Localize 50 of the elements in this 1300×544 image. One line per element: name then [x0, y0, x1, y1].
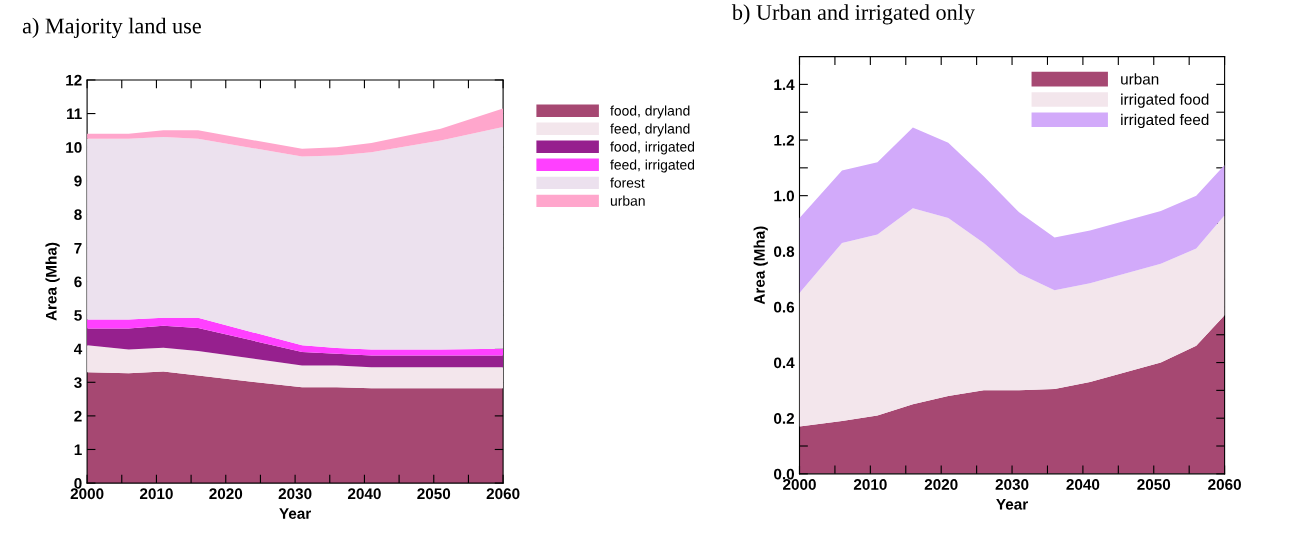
y-tick-label: 5 [74, 310, 82, 321]
chart-title: b) Urban and irrigated only [731, 4, 975, 25]
y-axis-title: Area (Mha) [45, 242, 60, 321]
legend-label: urban [610, 195, 645, 206]
y-tick-label: 11 [67, 108, 82, 120]
legend-label: food, dryland [610, 105, 690, 119]
y-tick-label: 0.6 [774, 301, 795, 313]
x-tick-label: 2050 [1137, 479, 1171, 490]
y-tick-label: 0.8 [774, 246, 795, 257]
y-tick-label: 1.2 [774, 134, 795, 146]
x-axis-title: Year [996, 499, 1028, 510]
y-tick-label: 0 [74, 477, 82, 489]
y-tick-label: 3 [74, 377, 82, 388]
x-tick-label: 2020 [924, 479, 958, 490]
x-tick-label: 2010 [853, 479, 887, 490]
y-tick-label: 0.2 [774, 413, 795, 424]
y-tick-label: 1.0 [774, 190, 795, 202]
x-tick-label: 2060 [486, 488, 520, 500]
chart-title: a) Majority land use [22, 17, 201, 39]
legend-label: urban [1121, 73, 1159, 85]
x-axis-title: Year [279, 508, 312, 519]
x-tick-label: 2000 [70, 488, 104, 500]
y-tick-label: 0.0 [774, 468, 795, 480]
y-tick-label: 7 [74, 242, 82, 254]
x-tick-label: 2000 [783, 479, 816, 490]
legend-label: irrigated feed [1121, 113, 1209, 129]
y-tick-label: 4 [73, 343, 83, 355]
x-tick-label: 2040 [347, 488, 381, 500]
y-tick-label: 12 [66, 74, 82, 86]
legend-label: food, irrigated [610, 141, 695, 155]
x-tick-label: 2040 [1066, 479, 1100, 490]
y-tick-label: 10 [66, 142, 82, 153]
y-tick-label: 9 [74, 175, 82, 187]
legend-label: irrigated food [1121, 93, 1209, 108]
x-tick-label: 2010 [139, 488, 173, 500]
legend-label: feed, irrigated [610, 159, 695, 173]
y-tick-label: 1.4 [774, 79, 795, 90]
y-axis-title: Area (Mha) [753, 226, 768, 305]
y-tick-label: 1 [74, 444, 82, 456]
x-tick-label: 2020 [209, 488, 243, 500]
x-tick-label: 2050 [417, 488, 451, 500]
x-tick-label: 2030 [995, 479, 1029, 490]
x-tick-label: 2030 [278, 488, 312, 500]
legend-label: feed, dryland [610, 123, 690, 137]
y-tick-label: 2 [74, 410, 82, 422]
y-tick-label: 8 [74, 209, 82, 221]
y-tick-label: 0.4 [774, 357, 795, 369]
legend-label: forest [610, 177, 645, 188]
x-tick-label: 2060 [1208, 479, 1241, 490]
y-tick-label: 6 [74, 276, 82, 288]
